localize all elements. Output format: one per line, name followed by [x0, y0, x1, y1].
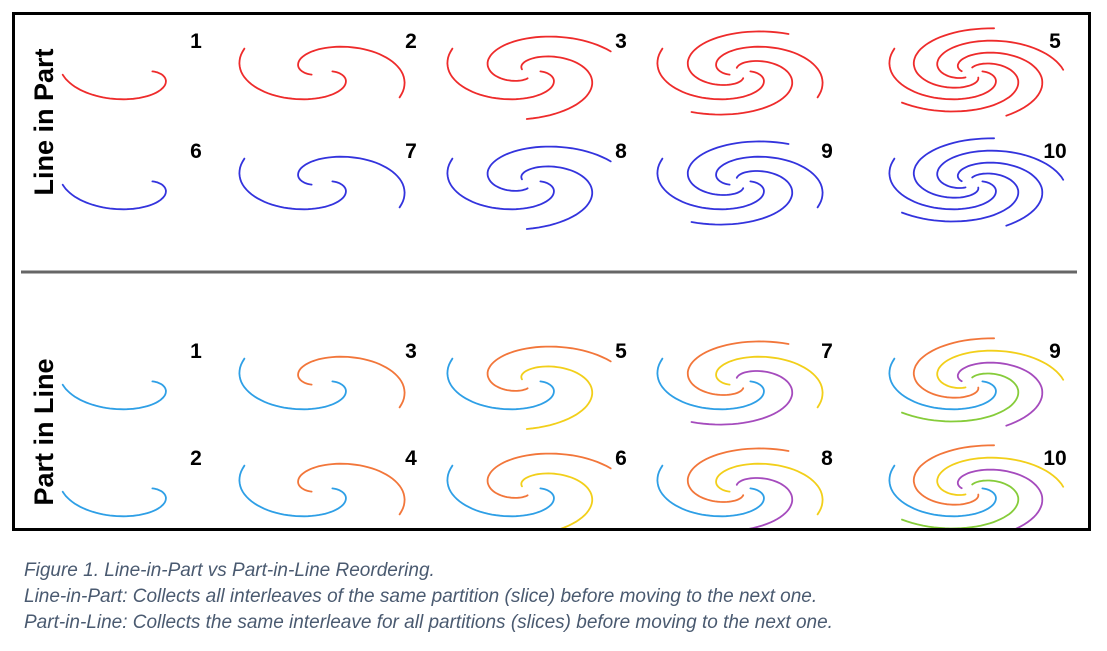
spiral-arm — [912, 27, 995, 89]
spiral-arm — [520, 55, 594, 120]
step-number: 1 — [190, 30, 202, 53]
step-number: 5 — [615, 340, 627, 363]
spiral-arm — [690, 370, 794, 426]
step-number: 2 — [405, 30, 417, 53]
spiral-arm — [936, 456, 1065, 496]
spiral-arm — [297, 355, 406, 409]
spiral-arm — [901, 372, 1020, 423]
spiral-arm — [901, 62, 1020, 113]
caption-line-in-part: Line-in-Part: Collects all interleaves o… — [24, 586, 818, 607]
spiral-arm — [715, 355, 824, 409]
diagram-frame: Line in Part Part in Line 1 2 3 5 6 7 8 9 10 1 3 5 7… — [12, 12, 1091, 531]
spiral-arm — [936, 149, 1065, 189]
spiral-arm — [238, 464, 347, 518]
figure-caption: Figure 1. Line-in-Part vs Part-in-Line R… — [24, 558, 1094, 636]
spiral-arm — [446, 464, 555, 518]
spiral-arm — [486, 452, 612, 499]
spiral-arm — [61, 380, 167, 411]
step-number: 4 — [405, 447, 417, 470]
spiral-arm — [486, 145, 612, 192]
spiral-arm — [61, 70, 167, 101]
reordering-diagram: Line in Part Part in Line 1 2 3 5 6 7 8 9 10 1 3 5 7… — [21, 27, 1077, 528]
step-number: 3 — [405, 340, 417, 363]
step-number: 9 — [1049, 340, 1061, 363]
step-number: 10 — [1043, 140, 1066, 163]
step-number: 6 — [615, 447, 627, 470]
spiral-arm — [486, 35, 612, 82]
spiral-arm — [956, 51, 1044, 117]
caption-title: Figure 1. Line-in-Part vs Part-in-Line R… — [24, 560, 435, 581]
spiral-arm — [912, 137, 995, 199]
spiral-arm — [912, 337, 995, 399]
spiral-arm — [735, 477, 794, 528]
spiral-arm — [715, 462, 824, 516]
spiral-arm — [656, 47, 765, 101]
step-number: 10 — [1043, 447, 1066, 470]
spiral-arm — [936, 39, 1065, 79]
spiral-arm — [656, 464, 765, 518]
spiral-arm — [61, 180, 167, 211]
spiral-arm — [238, 47, 347, 101]
spiral-arm — [446, 357, 555, 411]
spiral-arm — [520, 165, 594, 230]
spiral-arm — [956, 468, 1044, 528]
spiral-arm — [901, 479, 1020, 528]
spiral-arm — [238, 357, 347, 411]
step-number: 7 — [405, 140, 417, 163]
step-number: 7 — [821, 340, 833, 363]
step-number: 9 — [821, 140, 833, 163]
spiral-arm — [520, 472, 594, 528]
spiral-arm — [446, 157, 555, 211]
spiral-arm — [686, 447, 790, 503]
step-number: 6 — [190, 140, 202, 163]
spiral-arm — [956, 161, 1044, 227]
spiral-arm — [520, 365, 594, 430]
section-label-part-in-line: Part in Line — [29, 358, 59, 505]
step-number: 8 — [821, 447, 833, 470]
spiral-arm — [715, 155, 824, 209]
spiral-arm — [446, 47, 555, 101]
step-number: 2 — [190, 447, 202, 470]
spiral-arm — [686, 140, 790, 196]
spiral-arm — [901, 172, 1020, 223]
step-number: 5 — [1049, 30, 1061, 53]
step-number: 8 — [615, 140, 627, 163]
spiral-arm — [888, 47, 997, 101]
spiral-arm — [686, 30, 790, 86]
spiral-arm — [936, 349, 1065, 389]
spiral-arm — [888, 357, 997, 411]
spiral-arm — [888, 464, 997, 518]
spiral-arm — [690, 60, 794, 116]
spiral-arm — [690, 170, 794, 226]
step-number: 1 — [190, 340, 202, 363]
spiral-arm — [888, 157, 997, 211]
spiral-arm — [656, 157, 765, 211]
spiral-arm — [61, 487, 167, 518]
spiral-arm — [715, 45, 824, 99]
spiral-arm — [912, 444, 995, 506]
spiral-arm — [956, 361, 1044, 427]
section-label-line-in-part: Line in Part — [29, 48, 59, 195]
step-number: 3 — [615, 30, 627, 53]
spiral-arm — [486, 345, 612, 392]
spiral-arm — [297, 45, 406, 99]
spiral-arm — [238, 157, 347, 211]
spiral-arm — [297, 155, 406, 209]
spiral-arm — [297, 462, 406, 516]
spiral-grid: 1 2 3 5 6 7 8 9 10 1 3 5 7 9 2 4 6 8 10 — [61, 27, 1067, 528]
caption-part-in-line: Part-in-Line: Collects the same interlea… — [24, 612, 833, 633]
spiral-arm — [656, 357, 765, 411]
spiral-arm — [686, 340, 790, 396]
